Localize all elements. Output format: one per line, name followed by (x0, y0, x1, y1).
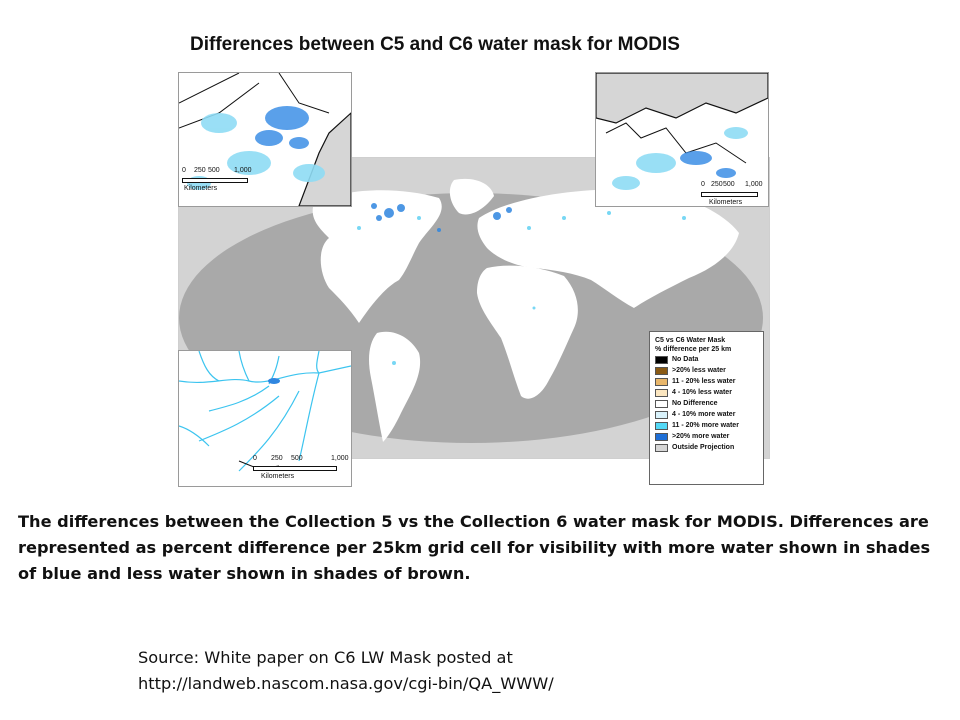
legend-item: >20% less water (655, 365, 758, 376)
legend-item: 4 - 10% less water (655, 387, 758, 398)
continent-eurasia (477, 189, 739, 308)
legend-label: 11 - 20% more water (672, 422, 739, 429)
source-line-1: Source: White paper on C6 LW Mask posted… (138, 648, 513, 667)
continent-africa (477, 265, 578, 399)
continent-north-america (312, 190, 442, 323)
legend-label: 4 - 10% more water (672, 411, 736, 418)
legend-label: Outside Projection (672, 444, 735, 451)
legend-swatch (655, 432, 668, 441)
legend-subtitle: % difference per 25 km (655, 346, 732, 353)
legend-item: Outside Projection (655, 442, 758, 453)
legend-label: >20% less water (672, 367, 726, 374)
source-line-2: http://landweb.nascom.nasa.gov/cgi-bin/Q… (138, 674, 554, 693)
legend-item: >20% more water (655, 431, 758, 442)
legend-swatch (655, 410, 668, 419)
inset-northern-eurasia: 0 250 500 1,000 Kilometers (595, 72, 769, 207)
inset-north-america: 0 250 500 1,000 Kilometers (178, 72, 352, 207)
legend-swatch (655, 355, 668, 364)
legend-title: C5 vs C6 Water Mask (655, 337, 726, 344)
legend-swatch (655, 377, 668, 386)
legend-swatch (655, 366, 668, 375)
legend-item: No Data (655, 354, 758, 365)
legend-label: No Difference (672, 400, 718, 407)
legend-item: No Difference (655, 398, 758, 409)
continent-south-america (369, 331, 421, 442)
legend-label: No Data (672, 356, 699, 363)
map-legend: C5 vs C6 Water Mask % difference per 25 … (649, 331, 764, 485)
legend-item: 4 - 10% more water (655, 409, 758, 420)
caption: The differences between the Collection 5… (18, 512, 931, 583)
legend-label: >20% more water (672, 433, 730, 440)
continent-greenland (449, 178, 494, 215)
legend-swatch (655, 421, 668, 430)
legend-swatch (655, 388, 668, 397)
legend-items: No Data >20% less water 11 - 20% less wate… (655, 354, 758, 453)
legend-swatch (655, 443, 668, 452)
inset-south-america: 0 250 500 1,000 Kilometers (178, 350, 352, 487)
legend-item: 11 - 20% more water (655, 420, 758, 431)
legend-label: 4 - 10% less water (672, 389, 732, 396)
source-note: Source: White paper on C6 LW Mask posted… (138, 645, 758, 697)
map-title: Differences between C5 and C6 water mask… (190, 34, 680, 55)
legend-label: 11 - 20% less water (672, 378, 736, 385)
legend-swatch (655, 399, 668, 408)
legend-item: 11 - 20% less water (655, 376, 758, 387)
